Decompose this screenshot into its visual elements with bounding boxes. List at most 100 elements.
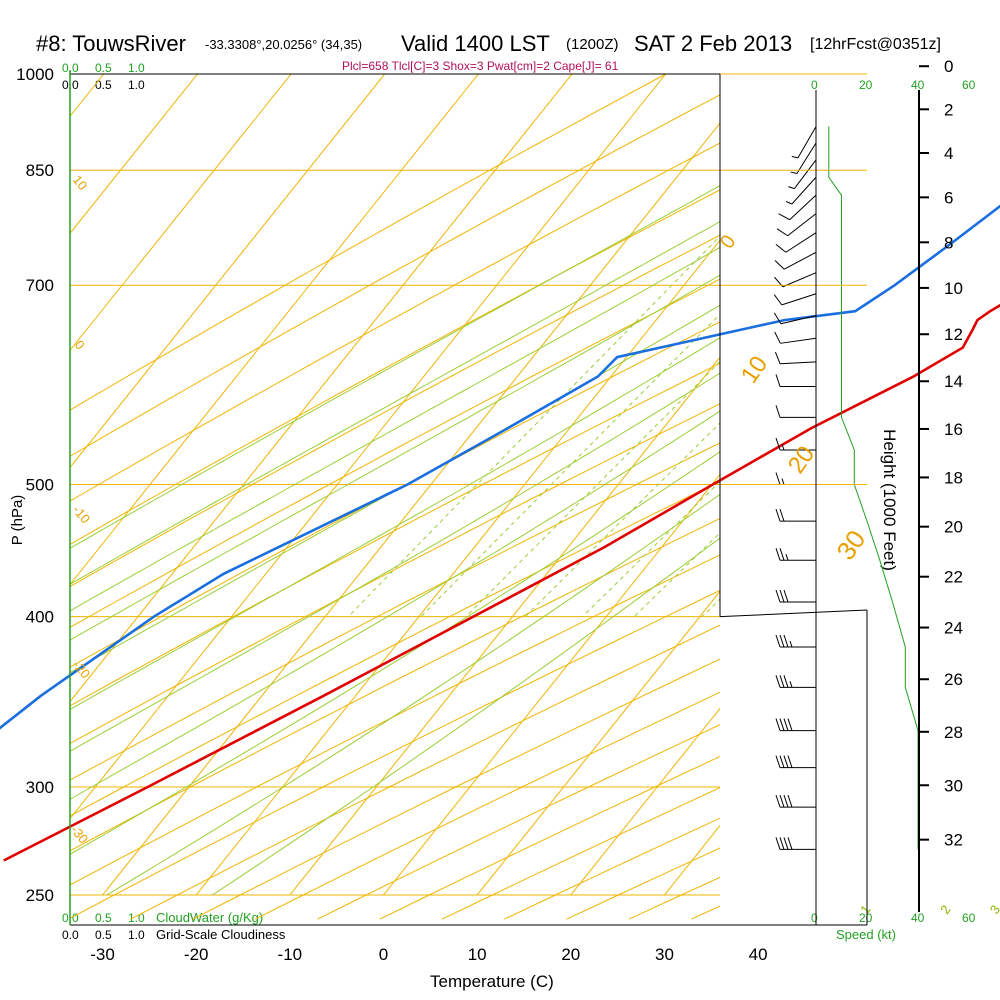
dry-adiabat--20 <box>70 142 720 502</box>
station-title: #8: TouwsRiver <box>36 31 186 56</box>
wind-barb-flag <box>775 405 781 418</box>
cloudiness-tick-bottom-2: 1.0 <box>128 928 145 942</box>
tropopause-edge <box>719 609 868 618</box>
dry-adiabat-70 <box>70 517 720 852</box>
cloudiness-tick-bottom-1: 0.5 <box>95 928 112 942</box>
moist-adiabat-20 <box>70 410 720 800</box>
height-tick-20: 20 <box>944 518 963 537</box>
mixing-ratio-line-2 <box>420 313 720 618</box>
pressure-tick-500: 500 <box>26 476 54 495</box>
wind-barb <box>774 351 817 365</box>
temp-tick--20: -20 <box>184 945 209 964</box>
wind-barb-half-flag <box>781 443 785 451</box>
mixing-ratio-line-1 <box>347 235 720 618</box>
moist-adiabat-32 <box>212 537 720 896</box>
speed-tick-top-3: 60 <box>962 78 976 92</box>
wind-barb-shaft <box>793 159 817 189</box>
temp-tick-10: 10 <box>468 945 487 964</box>
wind-barb-flag <box>776 228 788 237</box>
isotherm-label-20: 20 <box>783 441 820 478</box>
wind-barb <box>775 232 817 253</box>
moist-adiabat--10 <box>70 185 720 549</box>
moist-adiabat--4 <box>70 220 720 585</box>
cloudiness-tick-top-2: 1.0 <box>128 78 145 92</box>
dry-adiabat-110 <box>192 658 720 920</box>
height-tick-22: 22 <box>944 568 963 587</box>
wind-barb-flag <box>787 718 793 731</box>
cloud-water-tick-top-2: 1.0 <box>128 61 145 75</box>
y-axis-label: P (hPa) <box>9 495 26 546</box>
dry-adiabat-90 <box>70 589 720 919</box>
wind-barb <box>775 374 816 387</box>
wind-barb-shaft <box>785 232 817 253</box>
wind-barb-flag <box>775 589 781 603</box>
wind-barb <box>775 794 816 808</box>
isotherm--30 <box>102 122 720 896</box>
height-tick-18: 18 <box>944 468 963 487</box>
speed-label: Speed (kt) <box>836 927 896 942</box>
isotherm--40 <box>70 74 667 820</box>
wind-barb-flag <box>787 837 793 850</box>
wind-barb-flag <box>783 718 789 731</box>
wind-barb-flag <box>775 374 781 387</box>
speed-tick-bottom-3: 60 <box>962 911 976 925</box>
cloud-water-tick-bottom-1: 0.5 <box>95 911 112 925</box>
wind-barb <box>775 548 816 561</box>
wind-barb <box>776 213 817 237</box>
height-tick-8: 8 <box>944 233 953 252</box>
speed-tick-bottom-1: 20 <box>859 911 873 925</box>
wind-barb-shaft <box>782 272 817 288</box>
isotherm--60 <box>70 74 479 586</box>
dry-adiabat-160 <box>504 817 720 920</box>
isotherm-label-30: 30 <box>830 525 871 566</box>
wind-barb <box>788 159 817 190</box>
height-tick-12: 12 <box>944 325 963 344</box>
wind-barb <box>773 312 817 325</box>
wind-barb <box>791 126 817 159</box>
height-tick-24: 24 <box>944 619 963 638</box>
wind-barb <box>774 331 817 344</box>
pressure-tick-400: 400 <box>26 608 54 627</box>
height-tick-10: 10 <box>944 279 963 298</box>
wind-barb-flag <box>775 472 781 485</box>
stability-indices: Plcl=658 Tlcl[C]=3 Shox=3 Pwat[cm]=2 Cap… <box>342 59 619 73</box>
wind-barb <box>775 472 816 485</box>
dry-adiabat--40 <box>70 74 667 411</box>
wind-barb-shaft <box>789 194 817 221</box>
speed-tick-top-0: 0 <box>811 78 818 92</box>
wind-barb-flag <box>783 794 789 808</box>
temp-tick-0: 0 <box>379 945 388 964</box>
dry-adiabat-60 <box>70 480 720 817</box>
dry-adiabat--30 <box>70 94 720 457</box>
wind-barb-shaft <box>796 142 817 174</box>
wind-barb-flag <box>779 794 785 808</box>
wind-barb-half-flag <box>789 681 793 688</box>
speed-tick-bottom-0: 0 <box>811 911 818 925</box>
isotherm--110 <box>0 74 10 895</box>
speed-tick-bottom-2: 40 <box>911 911 925 925</box>
wind-barb-flag <box>779 837 785 850</box>
wind-barb-flag <box>779 508 785 522</box>
isotherm--80 <box>70 74 292 352</box>
height-tick-14: 14 <box>944 372 963 391</box>
wind-barb-flag <box>775 634 781 648</box>
dry-adiabat-label--10: -10 <box>70 502 94 526</box>
wind-barb-flag <box>775 837 781 850</box>
cloudiness-label: Grid-Scale Cloudiness <box>156 927 286 942</box>
wind-barb-flag <box>775 794 781 808</box>
wind-barb <box>775 837 816 850</box>
forecast-run: [12hrFcst@0351z] <box>810 36 941 53</box>
dry-adiabat--10 <box>70 189 720 545</box>
temp-tick-40: 40 <box>749 945 768 964</box>
wind-barb-flag <box>779 718 785 731</box>
wind-barb-half-flag <box>791 156 799 159</box>
wind-barb-flag <box>775 755 781 768</box>
wind-barb-flag <box>774 276 784 288</box>
dry-adiabat-80 <box>70 554 720 886</box>
wind-barb-flag <box>779 548 785 561</box>
wind-barb-half-flag <box>788 186 795 190</box>
wind-barb-flag <box>783 755 789 768</box>
wind-barb-flag <box>774 331 781 344</box>
